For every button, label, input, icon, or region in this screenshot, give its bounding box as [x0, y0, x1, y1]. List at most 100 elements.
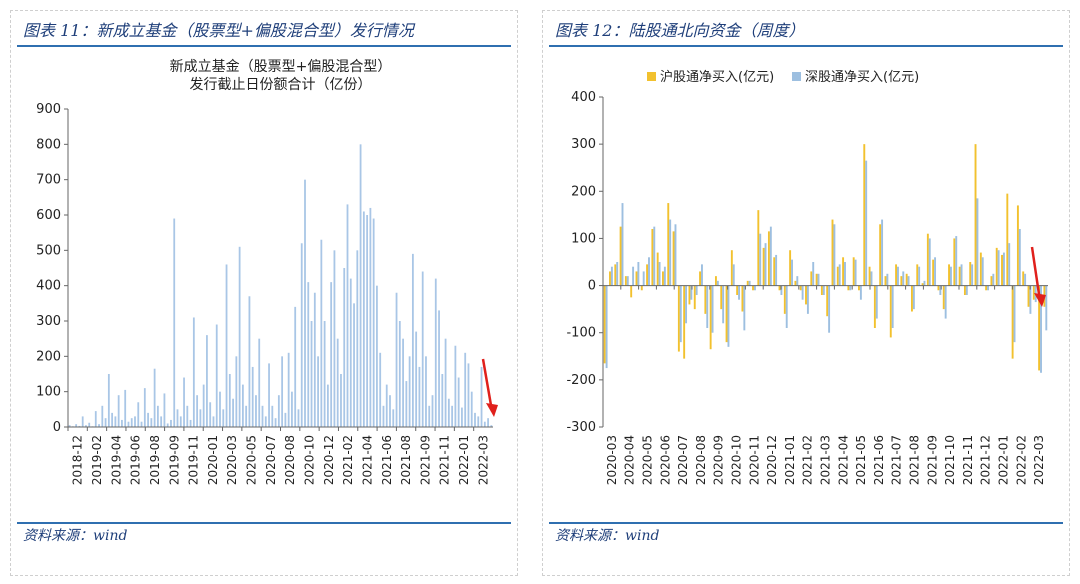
bar	[202, 384, 205, 427]
bar	[836, 266, 839, 286]
bar	[907, 276, 910, 286]
y-tick-label: 600	[36, 208, 61, 223]
bar	[294, 306, 297, 427]
source-note: 资料来源：wind	[23, 528, 128, 544]
bar	[858, 285, 860, 291]
bar	[815, 273, 818, 286]
x-tick-label: 2022-03	[476, 435, 490, 485]
x-tick-label: 2021-02	[341, 435, 355, 485]
bar	[457, 377, 460, 427]
bar	[762, 247, 765, 286]
y-tick-label: 400	[571, 90, 596, 105]
bar	[176, 409, 179, 427]
bar	[251, 366, 254, 427]
bar	[632, 266, 635, 286]
bar	[431, 395, 434, 427]
bar	[258, 338, 261, 427]
bar	[974, 144, 977, 286]
bar	[170, 419, 172, 427]
bar	[451, 405, 454, 427]
bar	[944, 285, 947, 319]
bar	[353, 303, 355, 427]
bar	[261, 405, 264, 427]
bar	[677, 285, 680, 352]
bar	[238, 246, 241, 427]
bar	[320, 239, 323, 427]
bar	[767, 231, 770, 286]
bar	[255, 395, 257, 427]
bar	[605, 285, 608, 369]
bar	[398, 321, 401, 427]
bar	[889, 285, 892, 338]
legend-swatch	[792, 72, 801, 81]
y-tick-label: 500	[36, 243, 61, 258]
bar	[965, 285, 968, 295]
x-tick-label: 2020-05	[245, 435, 259, 485]
bar	[248, 296, 251, 427]
bar	[382, 405, 385, 427]
bar	[868, 266, 871, 286]
bar	[881, 219, 884, 286]
bar	[147, 412, 149, 427]
bar	[1022, 271, 1025, 286]
bar	[769, 226, 772, 286]
bar	[196, 395, 199, 427]
bar	[291, 391, 293, 427]
bar	[757, 210, 760, 286]
y-tick-label: -200	[566, 373, 596, 388]
bar	[801, 285, 804, 300]
bar	[385, 384, 388, 427]
bar	[934, 257, 937, 286]
bar	[646, 264, 649, 286]
bar	[362, 211, 365, 427]
bar	[369, 207, 372, 427]
bar	[759, 233, 762, 286]
x-tick-label: 2020-08	[283, 435, 297, 485]
bar	[395, 292, 398, 427]
bar	[672, 231, 675, 286]
bar	[487, 418, 489, 427]
y-tick-label: 400	[36, 279, 61, 294]
annotation-arrowhead	[486, 403, 498, 417]
bar	[143, 388, 146, 427]
bar	[637, 262, 640, 286]
bar	[447, 398, 450, 427]
bar	[438, 310, 440, 427]
bar	[1006, 193, 1009, 286]
x-tick-label: 2020-03	[225, 435, 239, 485]
bar	[949, 266, 952, 286]
bar	[264, 416, 267, 427]
bar	[669, 219, 672, 286]
y-tick-label: 200	[36, 349, 61, 364]
bar	[199, 409, 202, 427]
bar	[783, 285, 786, 314]
bar	[990, 276, 993, 286]
bar	[642, 271, 645, 286]
caption-divider	[549, 45, 1063, 47]
x-tick-label: 2018-12	[71, 435, 85, 485]
bar	[107, 374, 110, 427]
bar	[474, 412, 476, 427]
bar	[791, 259, 793, 286]
x-tick-label: 2020-04	[623, 435, 637, 485]
bar	[716, 280, 719, 286]
bar	[117, 395, 120, 427]
bar	[688, 285, 691, 305]
bar	[656, 252, 659, 286]
bar	[415, 331, 418, 427]
bar	[709, 285, 712, 350]
bar	[1002, 252, 1005, 286]
bar	[900, 276, 903, 286]
bar	[828, 285, 831, 333]
bar	[727, 285, 730, 347]
bar	[464, 352, 467, 427]
bar	[653, 226, 656, 286]
bar	[330, 282, 333, 427]
y-tick-label: 0	[53, 420, 61, 435]
bar	[121, 419, 123, 427]
bar	[85, 425, 87, 427]
bar	[674, 224, 677, 286]
bar	[859, 285, 862, 300]
bar	[480, 366, 483, 427]
bar	[408, 356, 411, 427]
